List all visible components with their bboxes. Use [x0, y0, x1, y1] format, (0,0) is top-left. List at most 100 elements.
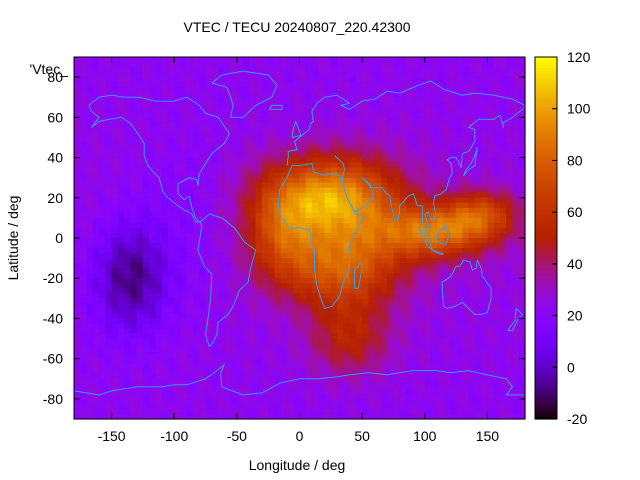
heatmap-cell	[387, 338, 395, 345]
heatmap-cell	[343, 348, 351, 355]
heatmap-cell	[393, 268, 401, 274]
heatmap-cell	[462, 187, 470, 194]
heatmap-cell	[255, 177, 263, 184]
heatmap-cell	[211, 192, 219, 199]
heatmap-cell	[449, 263, 457, 269]
heatmap-cell	[437, 348, 445, 355]
heatmap-cell	[249, 363, 257, 370]
heatmap-cell	[205, 338, 213, 345]
heatmap-cell	[318, 137, 326, 144]
heatmap-cell	[355, 157, 363, 164]
heatmap-cell	[211, 358, 219, 365]
heatmap-cell	[167, 202, 175, 209]
heatmap-cell	[255, 253, 263, 259]
heatmap-cell	[161, 157, 169, 164]
heatmap-cell	[193, 72, 200, 78]
heatmap-cell	[443, 127, 451, 134]
heatmap-cell	[312, 348, 319, 355]
heatmap-cell	[117, 217, 125, 224]
heatmap-cell	[412, 207, 420, 214]
heatmap-cell	[193, 338, 200, 345]
heatmap-cell	[456, 238, 463, 244]
heatmap-cell	[355, 202, 363, 209]
heatmap-cell	[506, 268, 514, 274]
heatmap-cell	[512, 67, 520, 73]
heatmap-cell	[487, 217, 495, 224]
heatmap-cell	[437, 137, 445, 144]
heatmap-cell	[142, 263, 150, 269]
heatmap-cell	[312, 132, 319, 139]
heatmap-cell	[268, 222, 276, 229]
heatmap-cell	[412, 383, 420, 390]
heatmap-cell	[286, 97, 294, 103]
heatmap-cell	[249, 92, 257, 98]
heatmap-cell	[255, 333, 263, 340]
heatmap-cell	[286, 122, 294, 128]
heatmap-cell	[136, 142, 144, 149]
heatmap-cell	[249, 107, 257, 113]
heatmap-cell	[330, 57, 338, 63]
heatmap-cell	[318, 152, 326, 159]
heatmap-cell	[293, 222, 301, 229]
heatmap-cell	[449, 283, 457, 289]
heatmap-cell	[224, 388, 232, 395]
heatmap-cell	[230, 278, 238, 284]
heatmap-cell	[230, 243, 238, 249]
heatmap-cell	[456, 248, 463, 254]
heatmap-cell	[236, 403, 244, 410]
heatmap-cell	[374, 333, 382, 340]
heatmap-cell	[261, 102, 269, 108]
heatmap-cell	[268, 258, 276, 264]
heatmap-cell	[211, 217, 219, 224]
heatmap-cell	[174, 298, 182, 304]
heatmap-cell	[380, 67, 388, 73]
heatmap-cell	[255, 147, 263, 154]
heatmap-cell	[92, 82, 100, 88]
heatmap-cell	[337, 157, 344, 164]
heatmap-cell	[437, 248, 445, 254]
heatmap-cell	[180, 72, 188, 78]
heatmap-cell	[405, 227, 413, 234]
heatmap-cell	[393, 182, 401, 189]
heatmap-cell	[318, 263, 326, 269]
heatmap-cell	[92, 202, 100, 209]
heatmap-cell	[512, 207, 520, 214]
heatmap-cell	[380, 258, 388, 264]
heatmap-cell	[180, 137, 188, 144]
heatmap-cell	[186, 293, 194, 299]
heatmap-cell	[230, 263, 238, 269]
heatmap-cell	[136, 222, 144, 229]
heatmap-cell	[399, 162, 407, 169]
heatmap-cell	[193, 57, 200, 63]
heatmap-cell	[424, 253, 432, 259]
heatmap-cell	[136, 303, 144, 309]
heatmap-cell	[149, 132, 157, 139]
heatmap-cell	[243, 333, 250, 340]
heatmap-cell	[355, 142, 363, 149]
heatmap-cell	[487, 358, 495, 365]
heatmap-cell	[330, 117, 338, 123]
heatmap-cell	[424, 72, 432, 78]
heatmap-cell	[249, 112, 257, 118]
heatmap-cell	[86, 217, 94, 224]
heatmap-cell	[368, 338, 376, 345]
heatmap-cell	[230, 57, 238, 63]
heatmap-cell	[286, 67, 294, 73]
heatmap-cell	[418, 77, 426, 83]
heatmap-cell	[355, 217, 363, 224]
heatmap-cell	[506, 363, 514, 370]
heatmap-cell	[224, 162, 232, 169]
heatmap-cell	[155, 283, 163, 289]
heatmap-cell	[255, 283, 263, 289]
heatmap-cell	[399, 187, 407, 194]
heatmap-cell	[286, 358, 294, 365]
heatmap-cell	[518, 97, 526, 103]
heatmap-cell	[349, 102, 357, 108]
heatmap-cell	[224, 192, 232, 199]
heatmap-cell	[399, 177, 407, 184]
heatmap-cell	[293, 308, 301, 315]
heatmap-cell	[305, 112, 313, 118]
heatmap-cell	[230, 338, 238, 345]
heatmap-cell	[387, 398, 395, 405]
heatmap-cell	[374, 102, 382, 108]
